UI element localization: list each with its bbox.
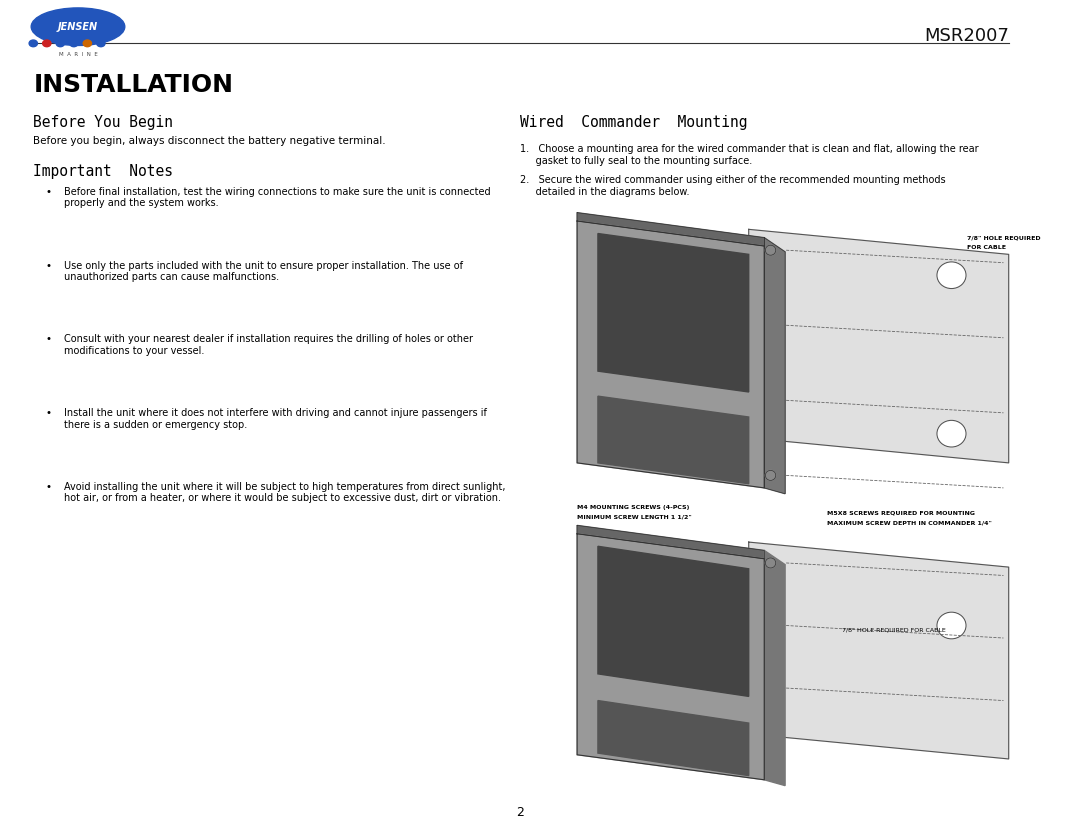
Ellipse shape xyxy=(937,612,966,639)
Polygon shape xyxy=(598,701,748,776)
Circle shape xyxy=(97,40,105,47)
Polygon shape xyxy=(765,550,785,786)
Polygon shape xyxy=(765,238,785,494)
Text: •: • xyxy=(45,334,52,344)
Text: Install the unit where it does not interfere with driving and cannot injure pass: Install the unit where it does not inter… xyxy=(65,408,487,430)
Polygon shape xyxy=(577,525,765,559)
Ellipse shape xyxy=(937,420,966,447)
Ellipse shape xyxy=(766,558,775,568)
Text: 2.   Secure the wired commander using either of the recommended mounting methods: 2. Secure the wired commander using eith… xyxy=(519,175,946,197)
Circle shape xyxy=(56,40,65,47)
Text: JENSEN: JENSEN xyxy=(58,22,98,32)
Text: MSR2007: MSR2007 xyxy=(923,27,1009,45)
Polygon shape xyxy=(748,229,1009,463)
Text: 2: 2 xyxy=(516,806,524,819)
Circle shape xyxy=(42,40,51,47)
Polygon shape xyxy=(598,234,748,392)
Ellipse shape xyxy=(766,245,775,255)
Circle shape xyxy=(70,40,78,47)
Text: MAXIMUM SCREW DEPTH IN COMMANDER 1/4": MAXIMUM SCREW DEPTH IN COMMANDER 1/4" xyxy=(826,520,991,525)
Text: M5X8 SCREWS REQUIRED FOR MOUNTING: M5X8 SCREWS REQUIRED FOR MOUNTING xyxy=(826,510,975,515)
Text: M  A  R  I  N  E: M A R I N E xyxy=(58,52,97,57)
Text: •: • xyxy=(45,187,52,197)
Text: 7/8" HOLE REQUIRED: 7/8" HOLE REQUIRED xyxy=(967,235,1041,240)
Text: 1.   Choose a mounting area for the wired commander that is clean and flat, allo: 1. Choose a mounting area for the wired … xyxy=(519,144,978,166)
Polygon shape xyxy=(577,534,765,780)
Ellipse shape xyxy=(766,470,775,480)
Circle shape xyxy=(29,40,38,47)
Text: Before final installation, test the wiring connections to make sure the unit is : Before final installation, test the wiri… xyxy=(65,187,491,208)
Text: Use only the parts included with the unit to ensure proper installation. The use: Use only the parts included with the uni… xyxy=(65,260,463,282)
Polygon shape xyxy=(577,213,765,246)
Text: Important  Notes: Important Notes xyxy=(33,164,173,179)
Text: Consult with your nearest dealer if installation requires the drilling of holes : Consult with your nearest dealer if inst… xyxy=(65,334,473,356)
Text: MINIMUM SCREW LENGTH 1 1/2": MINIMUM SCREW LENGTH 1 1/2" xyxy=(577,515,692,520)
Text: Avoid installing the unit where it will be subject to high temperatures from dir: Avoid installing the unit where it will … xyxy=(65,482,505,503)
Polygon shape xyxy=(598,396,748,484)
Polygon shape xyxy=(748,542,1009,759)
Text: •: • xyxy=(45,482,52,492)
Text: INSTALLATION: INSTALLATION xyxy=(33,73,233,98)
Text: Before you begin, always disconnect the battery negative terminal.: Before you begin, always disconnect the … xyxy=(33,136,386,146)
Polygon shape xyxy=(598,546,748,696)
Ellipse shape xyxy=(937,262,966,289)
Text: Before You Begin: Before You Begin xyxy=(33,115,173,130)
Text: FOR CABLE: FOR CABLE xyxy=(967,245,1007,250)
Text: M4 MOUNTING SCREWS (4-PCS): M4 MOUNTING SCREWS (4-PCS) xyxy=(577,505,689,510)
Text: 7/8" HOLE REQUIRED FOR CABLE: 7/8" HOLE REQUIRED FOR CABLE xyxy=(842,627,946,632)
Text: •: • xyxy=(45,408,52,418)
Text: •: • xyxy=(45,260,52,270)
Ellipse shape xyxy=(31,8,125,45)
Polygon shape xyxy=(577,221,765,488)
Circle shape xyxy=(83,40,92,47)
Text: Wired  Commander  Mounting: Wired Commander Mounting xyxy=(519,115,747,130)
